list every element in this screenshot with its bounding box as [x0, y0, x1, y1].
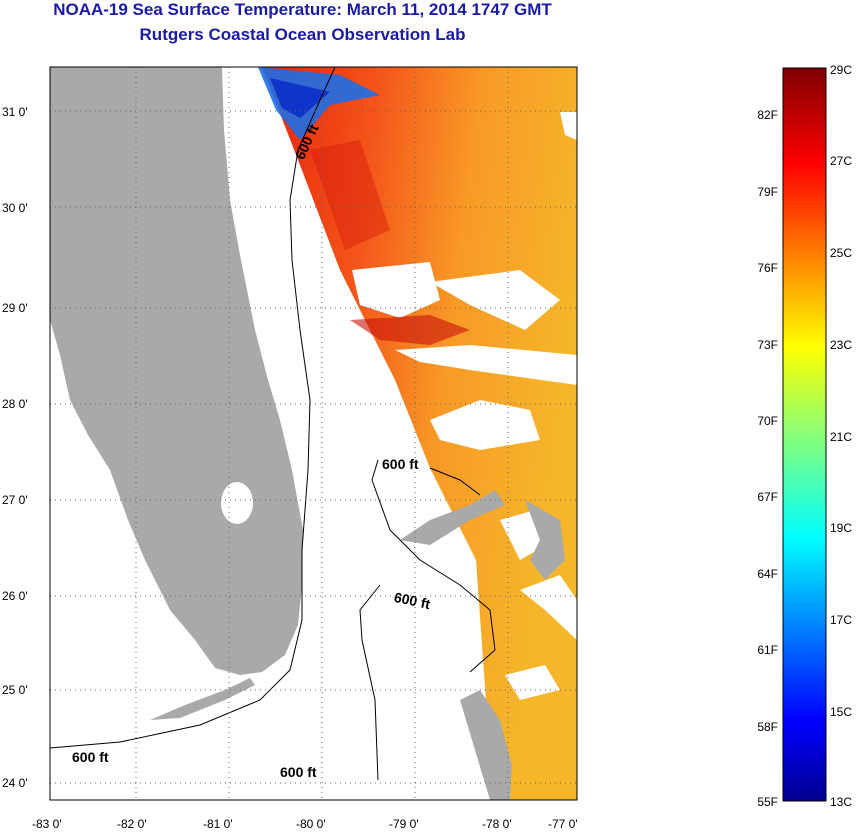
lat-tick-label: 24 0' [2, 776, 28, 790]
lon-tick-label: -81 0' [203, 817, 233, 831]
bahamas-islands [400, 490, 565, 800]
lat-tick-label: 30 0' [2, 201, 28, 215]
lon-tick-label: -79 0' [389, 817, 419, 831]
map-subtitle: Rutgers Coastal Ocean Observation Lab [139, 25, 466, 44]
map-frame [49, 66, 578, 801]
lon-tick-label: -78 0' [482, 817, 512, 831]
colorbar-f-label: 73F [757, 338, 778, 352]
temperature-colorbar [782, 67, 827, 802]
lat-tick-label: 31 0' [2, 105, 28, 119]
colorbar-f-label: 70F [757, 414, 778, 428]
colorbar-f-label: 79F [757, 185, 778, 199]
colorbar-celsius-labels: 29C 27C 25C 23C 21C 19C 17C 15C 13C [830, 63, 852, 809]
lon-tick-label: -82 0' [117, 817, 147, 831]
colorbar-f-label: 55F [757, 795, 778, 809]
map-title: NOAA-19 Sea Surface Temperature: March 1… [53, 0, 552, 19]
longitude-axis: -83 0' -82 0' -81 0' -80 0' -79 0' -78 0… [32, 817, 578, 831]
lake-okeechobee [221, 482, 253, 524]
map-panel: 600 ft 600 ft 600 ft 600 ft 600 ft [50, 67, 577, 800]
colorbar-c-label: 27C [830, 154, 852, 168]
lat-tick-label: 26 0' [2, 589, 28, 603]
colorbar-c-label: 21C [830, 430, 852, 444]
colorbar-c-label: 17C [830, 613, 852, 627]
lat-tick-label: 29 0' [2, 301, 28, 315]
lon-tick-label: -80 0' [296, 817, 326, 831]
lat-tick-label: 25 0' [2, 683, 28, 697]
lat-tick-label: 27 0' [2, 493, 28, 507]
lon-tick-label: -77 0' [548, 817, 578, 831]
colorbar-c-label: 19C [830, 521, 852, 535]
contour-label-keys: 600 ft [72, 749, 109, 765]
contour-label-grand-bahama: 600 ft [382, 456, 419, 472]
colorbar-c-label: 29C [830, 63, 852, 77]
contour-label-south: 600 ft [280, 764, 317, 780]
colorbar-f-label: 58F [757, 720, 778, 734]
colorbar-f-label: 76F [757, 261, 778, 275]
colorbar-c-label: 15C [830, 705, 852, 719]
colorbar-f-label: 82F [757, 108, 778, 122]
colorbar-c-label: 13C [830, 795, 852, 809]
isobath-600ft [50, 67, 496, 781]
sst-swath [262, 67, 577, 800]
graticule [50, 67, 577, 800]
contour-label-bahamas: 600 ft [393, 589, 432, 612]
lat-tick-label: 28 0' [2, 397, 28, 411]
colorbar-f-label: 61F [757, 643, 778, 657]
colorbar-c-label: 23C [830, 338, 852, 352]
colorbar-fahrenheit-labels: 82F 79F 76F 73F 70F 67F 64F 61F 58F 55F [757, 108, 778, 809]
lon-tick-label: -83 0' [32, 817, 62, 831]
colorbar-c-label: 25C [830, 246, 852, 260]
colorbar-f-label: 67F [757, 490, 778, 504]
latitude-axis: 31 0' 30 0' 29 0' 28 0' 27 0' 26 0' 25 0… [2, 105, 28, 790]
florida-landmass [50, 67, 303, 675]
colorbar-f-label: 64F [757, 567, 778, 581]
